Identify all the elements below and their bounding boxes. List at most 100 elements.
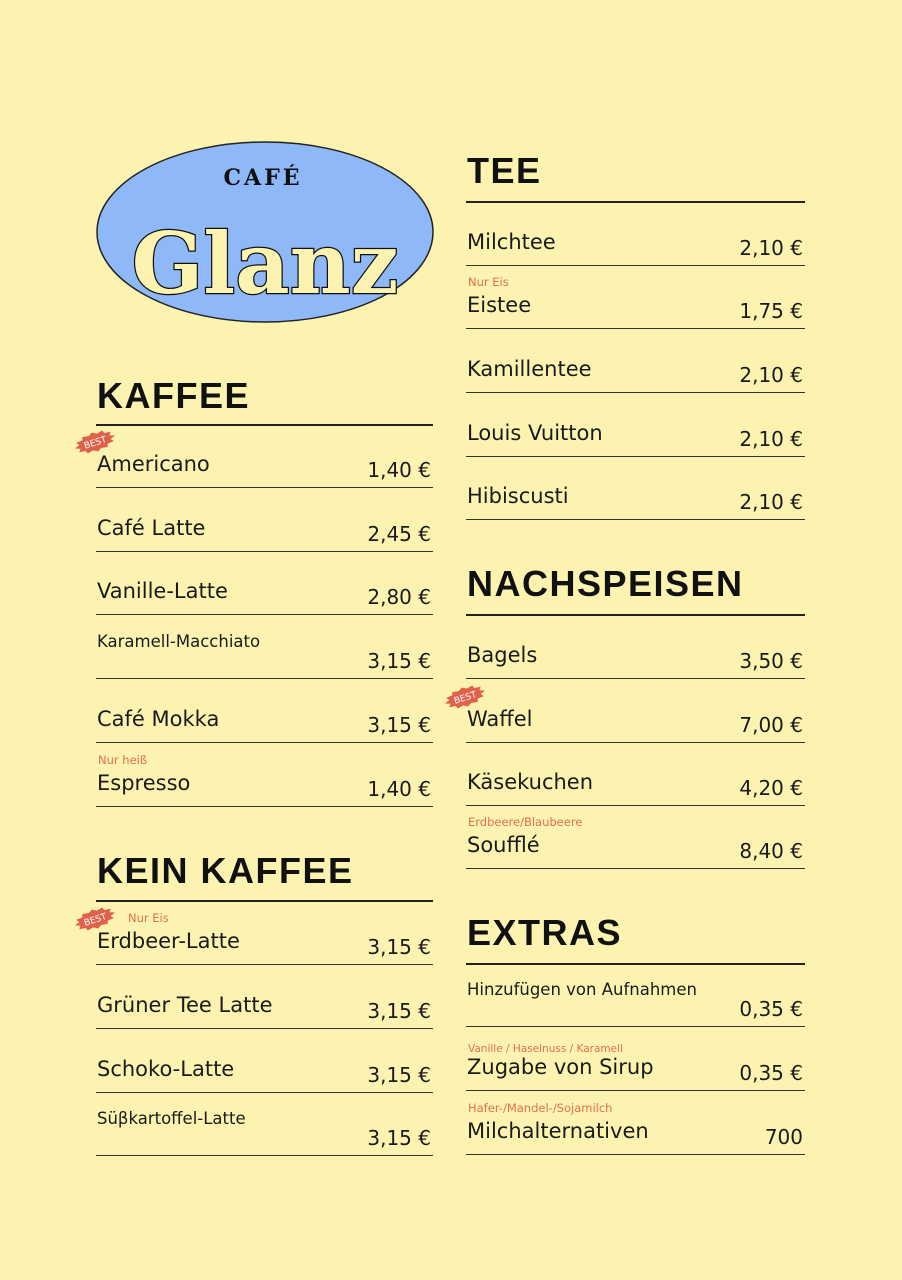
best-badge-icon: BEST <box>75 907 115 931</box>
menu-item[interactable]: Hinzufügen von Aufnahmen 0,35 € <box>466 980 805 1027</box>
item-divider <box>466 327 805 329</box>
item-name: Hinzufügen von Aufnahmen <box>467 980 697 999</box>
menu-item[interactable]: Milchtee 2,10 € <box>466 230 805 266</box>
item-price: 3,15 € <box>367 1063 431 1087</box>
item-divider <box>96 1091 433 1093</box>
item-price: 3,15 € <box>367 713 431 737</box>
item-name: Americano <box>97 452 210 476</box>
item-divider <box>466 1025 805 1027</box>
item-name: Eistee <box>467 293 532 317</box>
item-price: 1,40 € <box>367 777 431 801</box>
item-divider <box>96 550 433 552</box>
item-price: 2,45 € <box>367 522 431 546</box>
item-divider <box>466 518 805 520</box>
item-divider <box>466 1153 805 1155</box>
menu-item[interactable]: Karamell-Macchiato 3,15 € <box>96 632 433 679</box>
item-price: 4,20 € <box>739 776 803 800</box>
menu-item[interactable]: Soufflé 8,40 € Erdbeere/Blaubeere <box>466 815 805 869</box>
item-price: 0,35 € <box>739 1061 803 1085</box>
menu-item[interactable]: Kamillentee 2,10 € <box>466 357 805 393</box>
item-divider <box>466 1089 805 1091</box>
item-name: Soufflé <box>467 833 540 857</box>
item-divider <box>466 677 805 679</box>
item-divider <box>96 677 433 679</box>
section-divider <box>96 900 433 902</box>
menu-item[interactable]: Waffel 7,00 € BEST <box>445 685 805 743</box>
menu-item[interactable]: Espresso 1,40 € Nur heiß <box>96 753 433 807</box>
item-name: Kamillentee <box>467 357 592 381</box>
section-divider <box>466 201 805 203</box>
item-divider <box>96 1027 433 1029</box>
item-divider <box>466 867 805 869</box>
item-note: Nur Eis <box>128 911 169 925</box>
menu-item[interactable]: Erdbeer-Latte 3,15 € Nur Eis BEST <box>75 907 433 965</box>
item-note: Hafer-/Mandel-/Sojamilch <box>468 1101 613 1115</box>
section-divider <box>96 424 433 426</box>
item-price: 3,15 € <box>367 649 431 673</box>
menu-item[interactable]: Eistee 1,75 € Nur Eis <box>466 275 805 329</box>
item-price: 3,15 € <box>367 935 431 959</box>
item-divider <box>96 613 433 615</box>
item-divider <box>96 1154 433 1156</box>
section-divider <box>466 963 805 965</box>
item-divider <box>466 391 805 393</box>
menu-item[interactable]: Käsekuchen 4,20 € <box>466 770 805 806</box>
item-note: Erdbeere/Blaubeere <box>468 815 583 829</box>
item-price: 700 <box>764 1125 803 1149</box>
menu-item[interactable]: Grüner Tee Latte 3,15 € <box>96 993 433 1029</box>
item-name: Waffel <box>467 707 533 731</box>
item-name: Grüner Tee Latte <box>97 993 273 1017</box>
item-note: Nur Eis <box>468 275 509 289</box>
item-name: Milchalternativen <box>467 1119 649 1143</box>
item-name: Vanille-Latte <box>97 579 228 603</box>
menu-item[interactable]: Americano 1,40 € BEST <box>75 430 433 488</box>
menu-item[interactable]: Zugabe von Sirup 0,35 € Vanille / Haselnus… <box>466 1043 805 1091</box>
item-name: Süβkartoffel-Latte <box>97 1109 246 1128</box>
section-title: EXTRAS <box>467 912 623 953</box>
item-name: Louis Vuitton <box>467 421 603 445</box>
section-title: TEE <box>467 150 542 191</box>
item-name: Käsekuchen <box>467 770 594 794</box>
item-price: 2,10 € <box>739 363 803 387</box>
section-title: KAFFEE <box>97 375 250 416</box>
section-divider <box>466 614 805 616</box>
svg-text:Glanz: Glanz <box>132 214 399 313</box>
item-price: 1,40 € <box>367 458 431 482</box>
item-name: Erdbeer-Latte <box>97 929 240 953</box>
item-price: 2,10 € <box>739 236 803 260</box>
item-price: 7,00 € <box>739 713 803 737</box>
item-price: 3,15 € <box>367 999 431 1023</box>
menu-item[interactable]: Louis Vuitton 2,10 € <box>466 421 805 457</box>
item-divider <box>466 804 805 806</box>
item-name: Espresso <box>97 771 191 795</box>
item-divider <box>466 264 805 266</box>
section-title: NACHSPEISEN <box>467 563 744 604</box>
item-note: Vanille / Haselnuss / Karamell <box>468 1043 623 1055</box>
item-divider <box>96 963 433 965</box>
item-price: 2,10 € <box>739 490 803 514</box>
item-price: 0,35 € <box>739 997 803 1021</box>
menu-item[interactable]: Café Mokka 3,15 € <box>96 707 433 743</box>
item-price: 1,75 € <box>739 299 803 323</box>
item-name: Milchtee <box>467 230 556 254</box>
menu-item[interactable]: Hibiscusti 2,10 € <box>466 484 805 520</box>
item-name: Café Mokka <box>97 707 220 731</box>
cafe-logo: CAFÉ Glanz <box>96 141 434 323</box>
menu-item[interactable]: Café Latte 2,45 € <box>96 516 433 552</box>
item-divider <box>466 455 805 457</box>
menu-item[interactable]: Vanille-Latte 2,80 € <box>96 579 433 615</box>
menu-item[interactable]: Schoko-Latte 3,15 € <box>96 1057 433 1093</box>
best-badge-icon: BEST <box>75 430 115 454</box>
item-divider <box>96 741 433 743</box>
item-divider <box>466 741 805 743</box>
item-name: Hibiscusti <box>467 484 569 508</box>
menu-item[interactable]: Milchalternativen 700 Hafer-/Mandel-/Sojam… <box>466 1101 805 1155</box>
svg-text:CAFÉ: CAFÉ <box>224 164 303 191</box>
menu-item[interactable]: Süβkartoffel-Latte 3,15 € <box>96 1109 433 1156</box>
item-price: 3,50 € <box>739 649 803 673</box>
section-title: KEIN KAFFEE <box>97 850 354 891</box>
menu-item[interactable]: Bagels 3,50 € <box>466 643 805 679</box>
item-name: Café Latte <box>97 516 206 540</box>
item-name: Schoko-Latte <box>97 1057 235 1081</box>
item-note: Nur heiß <box>98 753 148 767</box>
